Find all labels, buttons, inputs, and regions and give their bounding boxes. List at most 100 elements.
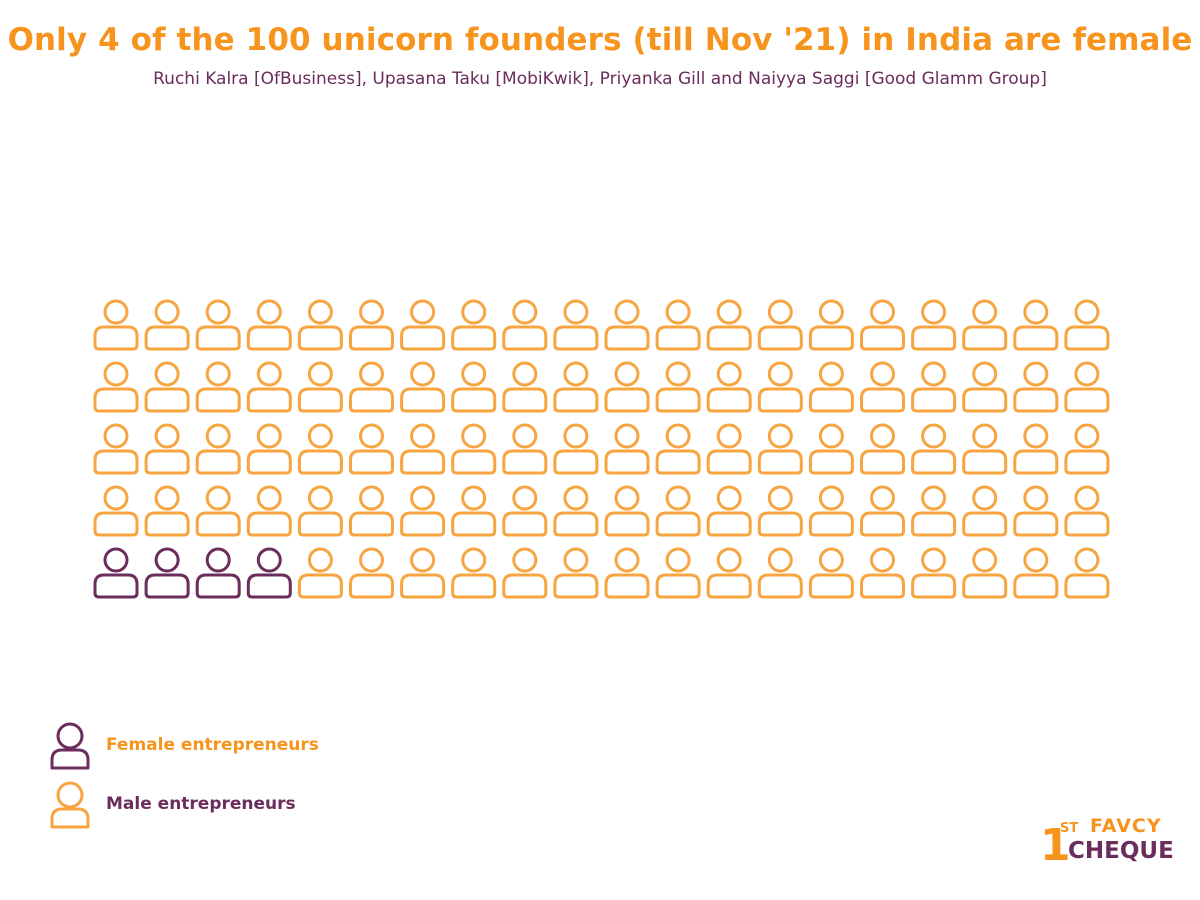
male-person-mark bbox=[808, 299, 854, 351]
male-person-mark bbox=[144, 361, 190, 413]
female-person-mark bbox=[195, 547, 241, 599]
male-person-mark bbox=[962, 423, 1008, 475]
male-person-mark bbox=[808, 423, 854, 475]
male-person-mark bbox=[502, 423, 548, 475]
male-person-mark bbox=[860, 485, 905, 537]
male-person-mark bbox=[502, 299, 548, 351]
male-person-icon bbox=[50, 781, 90, 829]
male-person-mark bbox=[706, 485, 752, 537]
male-person-mark bbox=[655, 423, 701, 475]
male-person-mark bbox=[246, 485, 292, 537]
logo-top-text: FAVCY bbox=[1090, 815, 1162, 837]
male-person-mark bbox=[808, 361, 854, 413]
male-person-mark bbox=[502, 361, 548, 413]
male-person-mark bbox=[195, 361, 241, 413]
male-person-mark bbox=[349, 547, 394, 599]
male-person-mark bbox=[553, 485, 599, 537]
male-person-mark bbox=[1013, 299, 1059, 351]
male-person-mark bbox=[246, 423, 292, 475]
male-person-mark bbox=[706, 299, 752, 351]
male-person-mark bbox=[604, 423, 650, 475]
male-person-mark bbox=[195, 299, 241, 351]
male-person-mark bbox=[808, 485, 854, 537]
male-person-mark bbox=[400, 485, 446, 537]
male-person-mark bbox=[1013, 485, 1059, 537]
male-person-mark bbox=[604, 299, 650, 351]
female-person-icon bbox=[50, 722, 90, 770]
male-person-mark bbox=[297, 299, 343, 351]
male-person-mark bbox=[604, 361, 650, 413]
male-person-mark bbox=[962, 485, 1008, 537]
male-person-mark bbox=[655, 485, 701, 537]
male-person-mark bbox=[1013, 547, 1059, 599]
female-person-mark bbox=[93, 547, 139, 599]
male-person-mark bbox=[1064, 423, 1110, 475]
male-person-mark bbox=[144, 423, 190, 475]
male-person-mark bbox=[757, 423, 803, 475]
male-person-mark bbox=[757, 547, 803, 599]
male-person-mark bbox=[93, 485, 139, 537]
male-person-mark bbox=[502, 547, 548, 599]
male-person-mark bbox=[911, 547, 957, 599]
male-person-mark bbox=[297, 423, 343, 475]
male-person-mark bbox=[962, 299, 1008, 351]
male-person-mark bbox=[144, 299, 190, 351]
male-person-mark bbox=[1064, 299, 1110, 351]
male-person-mark bbox=[706, 547, 752, 599]
legend-item-male: Male entrepreneurs bbox=[48, 781, 408, 831]
male-person-mark bbox=[911, 423, 957, 475]
male-person-mark bbox=[349, 299, 394, 351]
male-person-mark bbox=[400, 361, 446, 413]
male-person-mark bbox=[604, 485, 650, 537]
male-person-mark bbox=[1064, 547, 1110, 599]
male-person-mark bbox=[655, 547, 701, 599]
male-person-mark bbox=[860, 361, 905, 413]
male-person-mark bbox=[502, 485, 548, 537]
male-person-mark bbox=[553, 361, 599, 413]
male-person-mark bbox=[400, 299, 446, 351]
male-person-mark bbox=[349, 361, 394, 413]
male-person-mark bbox=[860, 547, 905, 599]
male-person-mark bbox=[246, 361, 292, 413]
male-person-mark bbox=[349, 485, 394, 537]
male-person-mark bbox=[1013, 423, 1059, 475]
male-person-mark bbox=[808, 547, 854, 599]
legend-item-female: Female entrepreneurs bbox=[48, 722, 408, 772]
legend-label-female: Female entrepreneurs bbox=[106, 735, 319, 755]
male-person-mark bbox=[706, 423, 752, 475]
female-person-mark bbox=[144, 547, 190, 599]
male-person-mark bbox=[757, 299, 803, 351]
male-person-mark bbox=[860, 299, 905, 351]
male-person-mark bbox=[553, 547, 599, 599]
male-person-mark bbox=[1064, 485, 1110, 537]
logo-number: 1 bbox=[1040, 820, 1071, 871]
male-person-mark bbox=[297, 361, 343, 413]
male-person-mark bbox=[757, 485, 803, 537]
favcy-1st-cheque-logo: 1 ST FAVCY CHEQUE bbox=[1040, 816, 1180, 872]
male-person-mark bbox=[911, 485, 957, 537]
male-person-mark bbox=[297, 547, 343, 599]
male-person-mark bbox=[860, 423, 905, 475]
chart-title: Only 4 of the 100 unicorn founders (till… bbox=[7, 22, 1193, 58]
male-person-mark bbox=[451, 423, 497, 475]
male-person-mark bbox=[1064, 361, 1110, 413]
male-person-mark bbox=[553, 299, 599, 351]
male-person-mark bbox=[655, 299, 701, 351]
male-person-mark bbox=[553, 423, 599, 475]
male-person-mark bbox=[451, 485, 497, 537]
male-person-mark bbox=[349, 423, 394, 475]
male-person-mark bbox=[93, 299, 139, 351]
male-person-mark bbox=[400, 547, 446, 599]
logo-bottom-text: CHEQUE bbox=[1068, 838, 1174, 864]
male-person-mark bbox=[911, 361, 957, 413]
male-person-mark bbox=[962, 547, 1008, 599]
male-person-mark bbox=[144, 485, 190, 537]
male-person-mark bbox=[911, 299, 957, 351]
logo-superscript: ST bbox=[1060, 821, 1079, 836]
female-person-mark bbox=[246, 547, 292, 599]
male-person-mark bbox=[757, 361, 803, 413]
male-person-mark bbox=[451, 299, 497, 351]
male-person-mark bbox=[962, 361, 1008, 413]
male-person-mark bbox=[451, 361, 497, 413]
